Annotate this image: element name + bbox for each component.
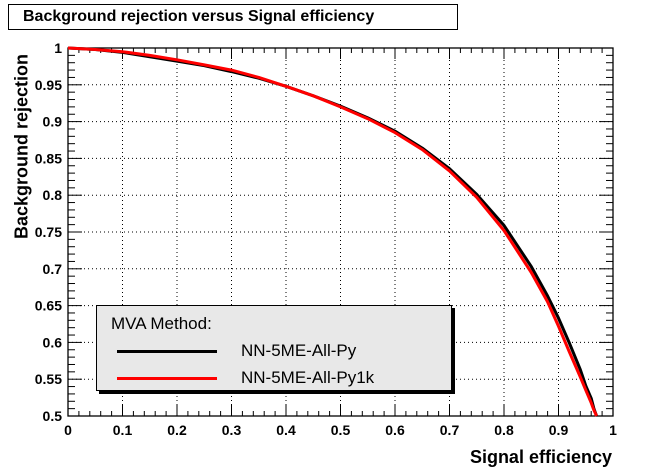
x-tick-label: 0 <box>64 422 72 438</box>
legend-header: MVA Method: <box>111 314 212 333</box>
x-tick-label: 0.1 <box>113 422 133 438</box>
y-tick-label: 0.95 <box>35 77 62 93</box>
legend-entry: NN-5ME-All-Py <box>97 339 451 363</box>
chart-title: Background rejection versus Signal effic… <box>8 4 458 30</box>
legend-label: NN-5ME-All-Py1k <box>241 368 375 387</box>
y-tick-label: 0.8 <box>43 187 63 203</box>
series-lines <box>67 46 599 417</box>
y-tick-label: 0.85 <box>35 150 62 166</box>
y-tick-label: 0.65 <box>35 298 62 314</box>
y-tick-label: 0.7 <box>43 261 63 277</box>
series-line-2 <box>67 46 598 417</box>
x-tick-label: 0.6 <box>385 422 405 438</box>
x-tick-label: 0.2 <box>167 422 187 438</box>
y-tick-label: 1 <box>54 40 62 56</box>
legend-entry: NN-5ME-All-Py1k <box>97 366 451 390</box>
y-tick-label: 0.75 <box>35 224 62 240</box>
x-axis-label: Signal efficiency <box>469 447 612 467</box>
x-tick-label: 0.8 <box>494 422 514 438</box>
y-tick-label: 0.55 <box>35 371 62 387</box>
y-tick-label: 0.9 <box>43 114 63 130</box>
legend-label: NN-5ME-All-Py <box>241 341 357 360</box>
x-tick-label: 1 <box>609 422 617 438</box>
x-tick-label: 0.3 <box>222 422 242 438</box>
axis-ticks: 0 0.1 0.2 0.3 0.4 0.5 0.6 0.7 0.8 0.9 1 0.5 0.55 0.6 0… <box>35 40 617 438</box>
x-tick-label: 0.5 <box>331 422 351 438</box>
y-tick-label: 0.5 <box>43 408 63 424</box>
legend-swatch-red <box>117 377 217 380</box>
y-axis-label: Background rejection <box>11 53 32 240</box>
y-tick-label: 0.6 <box>43 334 63 350</box>
x-tick-label: 0.7 <box>440 422 460 438</box>
x-tick-label: 0.9 <box>549 422 569 438</box>
legend-swatch-black <box>117 350 217 353</box>
x-tick-label: 0.4 <box>276 422 296 438</box>
legend: MVA Method: NN-5ME-All-Py NN-5ME-All-Py1… <box>96 305 452 391</box>
